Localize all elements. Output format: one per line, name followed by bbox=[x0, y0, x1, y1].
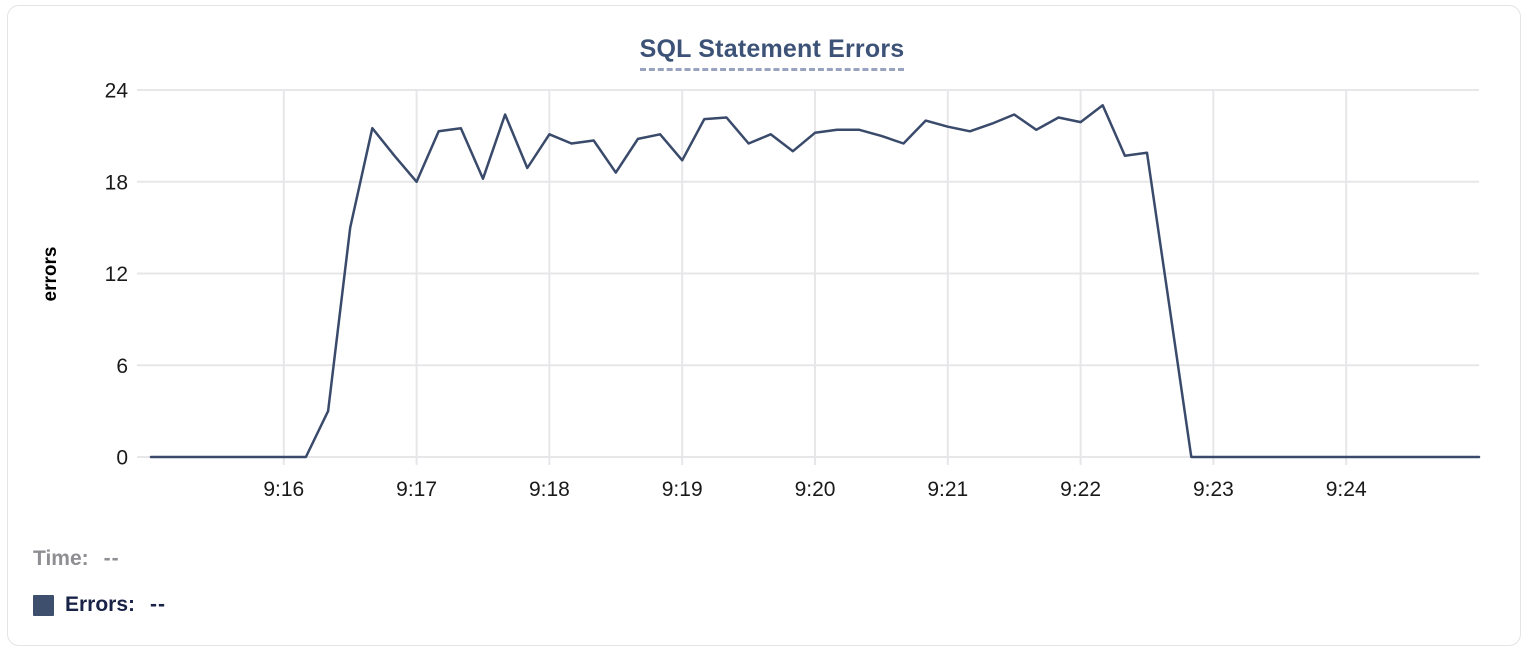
svg-text:errors: errors bbox=[40, 247, 61, 302]
svg-text:9:16: 9:16 bbox=[263, 478, 304, 501]
chart-card: 0 6 12 18 24 9:16 9:17 9:18 9:19 9:20 9:21 9:22 9:23… bbox=[7, 5, 1521, 646]
svg-text:9:22: 9:22 bbox=[1060, 478, 1101, 501]
legend-time-row: Time: -- bbox=[33, 547, 120, 571]
legend-errors-value: -- bbox=[150, 593, 167, 616]
svg-text:18: 18 bbox=[105, 171, 128, 194]
svg-text:9:18: 9:18 bbox=[529, 478, 570, 501]
legend-time-label: Time: bbox=[33, 547, 89, 570]
legend-time-value: -- bbox=[103, 547, 120, 570]
svg-text:9:24: 9:24 bbox=[1326, 478, 1367, 501]
legend-errors-row: Errors: -- bbox=[33, 593, 166, 617]
legend-errors-label: Errors: bbox=[65, 593, 136, 616]
chart-title[interactable]: SQL Statement Errors bbox=[639, 35, 905, 71]
svg-text:6: 6 bbox=[116, 355, 128, 378]
svg-text:24: 24 bbox=[105, 80, 129, 103]
svg-text:9:17: 9:17 bbox=[396, 478, 437, 501]
sql-errors-line-chart[interactable]: 0 6 12 18 24 9:16 9:17 9:18 9:19 9:20 9:21 9:22 9:23… bbox=[8, 6, 1528, 516]
svg-text:0: 0 bbox=[116, 447, 128, 470]
svg-text:9:21: 9:21 bbox=[927, 478, 968, 501]
svg-text:9:20: 9:20 bbox=[795, 478, 836, 501]
chart-title-wrap: SQL Statement Errors bbox=[8, 35, 1528, 71]
errors-series-swatch bbox=[33, 594, 54, 616]
svg-text:12: 12 bbox=[105, 263, 128, 286]
svg-text:9:23: 9:23 bbox=[1193, 478, 1234, 501]
svg-text:9:19: 9:19 bbox=[662, 478, 703, 501]
